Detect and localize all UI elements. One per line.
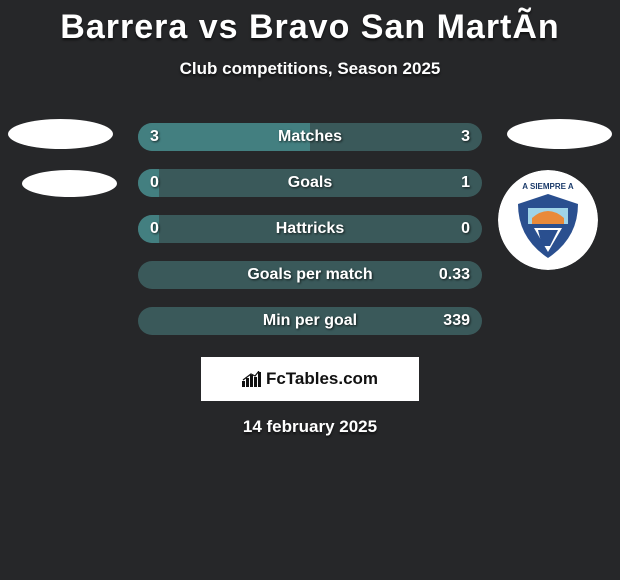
stat-right-value: 0 <box>461 215 470 243</box>
stat-right-value: 339 <box>443 307 470 335</box>
stat-right-value: 0.33 <box>439 261 470 289</box>
stat-row: 0Goals1 <box>138 169 482 197</box>
date-text: 14 february 2025 <box>0 417 620 437</box>
stat-label: Goals per match <box>138 261 482 289</box>
stat-rows: 3Matches30Goals10Hattricks0Goals per mat… <box>138 123 482 335</box>
stat-label: Matches <box>138 123 482 151</box>
club-left-placeholder-icon <box>22 170 117 197</box>
club-right-badge-icon: A SIEMPRE A <box>498 170 598 270</box>
stat-label: Goals <box>138 169 482 197</box>
fctables-watermark: FcTables.com <box>201 357 419 401</box>
stat-row: 3Matches3 <box>138 123 482 151</box>
page-subtitle: Club competitions, Season 2025 <box>0 59 620 79</box>
player-left-placeholder-icon <box>8 119 113 149</box>
stat-right-value: 3 <box>461 123 470 151</box>
page-title: Barrera vs Bravo San MartÃ­n <box>0 0 620 47</box>
stat-right-value: 1 <box>461 169 470 197</box>
stat-label: Min per goal <box>138 307 482 335</box>
stat-row: Min per goal339 <box>138 307 482 335</box>
stat-label: Hattricks <box>138 215 482 243</box>
comparison-panel: A SIEMPRE A 3Matches30Goals10Hattricks0G… <box>0 123 620 335</box>
fctables-bars-icon <box>242 371 262 387</box>
stat-row: Goals per match0.33 <box>138 261 482 289</box>
stat-row: 0Hattricks0 <box>138 215 482 243</box>
fctables-text: FcTables.com <box>266 369 378 389</box>
player-right-placeholder-icon <box>507 119 612 149</box>
